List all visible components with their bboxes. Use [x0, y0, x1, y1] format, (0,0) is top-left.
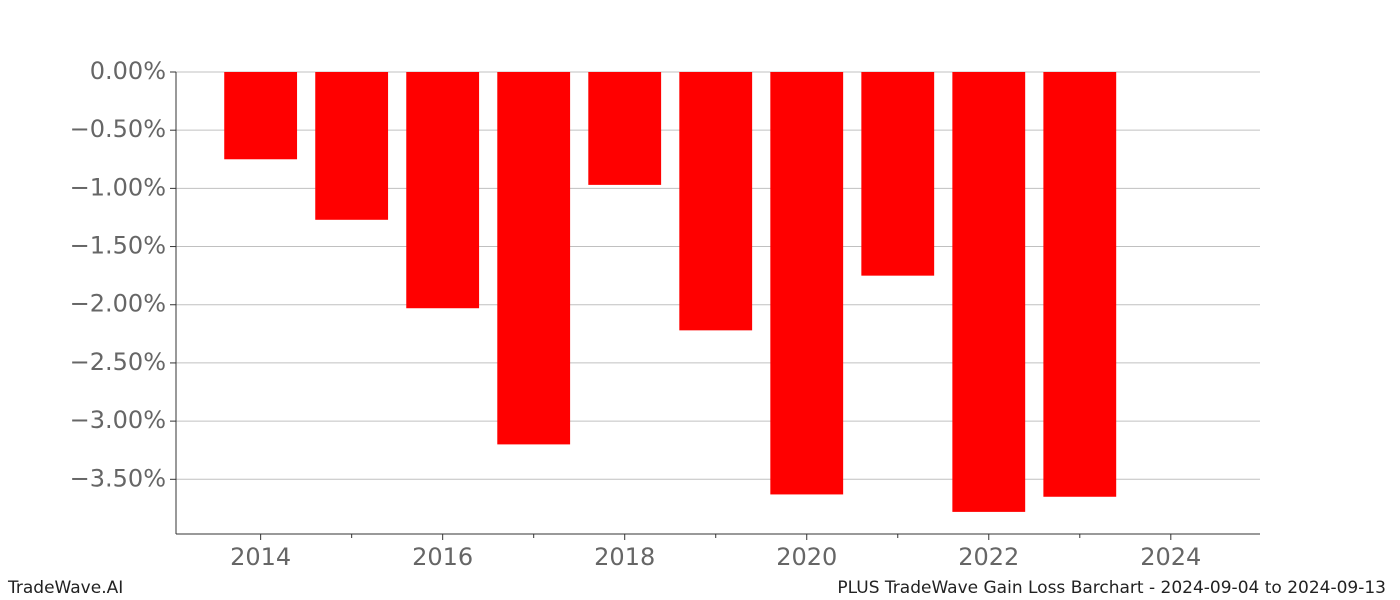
- y-tick-label: −2.00%: [70, 290, 166, 318]
- bar: [406, 72, 480, 309]
- bar: [588, 72, 662, 185]
- x-tick-label: 2014: [230, 543, 291, 571]
- y-tick-label: 0.00%: [90, 57, 166, 85]
- x-tick-label: 2018: [594, 543, 655, 571]
- y-tick-label: −0.50%: [70, 115, 166, 143]
- y-tick-label: −3.00%: [70, 406, 166, 434]
- x-tick-label: 2022: [958, 543, 1019, 571]
- bar: [952, 72, 1026, 512]
- bar: [497, 72, 571, 445]
- y-tick-label: −1.00%: [70, 173, 166, 201]
- bar: [770, 72, 844, 495]
- bar: [679, 72, 753, 331]
- y-tick-label: −1.50%: [70, 232, 166, 260]
- x-tick-label: 2024: [1140, 543, 1201, 571]
- x-tick-label: 2020: [776, 543, 837, 571]
- bar: [224, 72, 298, 160]
- y-tick-label: −3.50%: [70, 464, 166, 492]
- watermark: TradeWave.AI: [7, 578, 123, 598]
- bar: [1043, 72, 1117, 497]
- y-tick-label: −2.50%: [70, 348, 166, 376]
- bar: [315, 72, 389, 220]
- chart-title: PLUS TradeWave Gain Loss Barchart - 2024…: [837, 578, 1386, 598]
- bar: [861, 72, 935, 276]
- x-tick-label: 2016: [412, 543, 473, 571]
